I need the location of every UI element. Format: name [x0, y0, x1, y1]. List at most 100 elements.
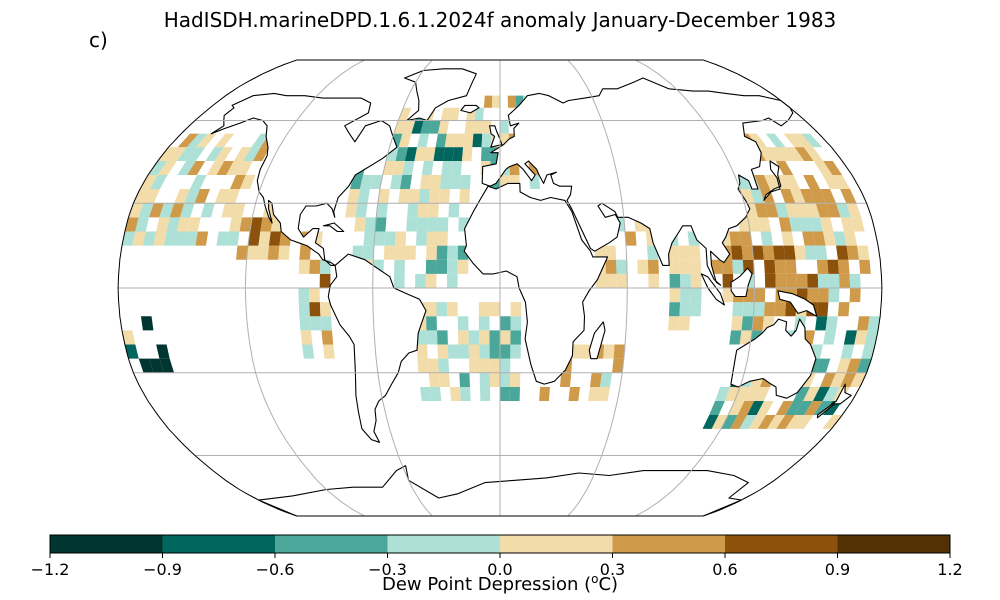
anomaly-cell: [812, 386, 831, 402]
anomaly-cell: [478, 330, 490, 345]
anomaly-cell: [139, 174, 158, 190]
anomaly-cell: [765, 133, 786, 148]
landmass-borneo: [730, 267, 753, 298]
anomaly-cell: [429, 174, 442, 190]
anomaly-cell: [415, 273, 426, 288]
anomaly-cell: [781, 231, 795, 246]
anomaly-cell: [177, 160, 196, 175]
anomaly-cell: [816, 259, 829, 274]
anomaly-cell: [739, 415, 757, 429]
anomaly-cell: [429, 386, 442, 402]
anomaly-cell: [186, 147, 206, 161]
colorbar-title-text: Dew Point Depression (: [381, 574, 592, 595]
anomaly-cell: [510, 330, 522, 345]
anomaly-cell: [156, 344, 170, 359]
anomaly-cell: [625, 231, 637, 246]
anomaly-cell: [439, 174, 452, 190]
anomaly-cell: [678, 245, 691, 260]
anomaly-cell: [189, 174, 207, 190]
anomaly-cell: [793, 386, 811, 402]
anomaly-cell: [500, 344, 511, 359]
anomaly-cell: [452, 147, 464, 161]
anomaly-cell: [742, 302, 755, 317]
anomaly-cell: [846, 358, 862, 373]
anomaly-cell: [399, 174, 413, 190]
anomaly-cell: [437, 344, 449, 359]
colorbar-swatch: [500, 535, 613, 553]
anomaly-cell: [805, 203, 820, 218]
anomaly-cell: [857, 316, 870, 331]
anomaly-cell: [322, 344, 335, 359]
anomaly-cell: [373, 231, 386, 246]
anomaly-cell: [205, 147, 224, 161]
anomaly-cell: [774, 259, 787, 274]
anomaly-cell: [441, 160, 453, 175]
anomaly-cell: [730, 415, 748, 429]
anomaly-cell: [363, 231, 375, 246]
anomaly-cell: [226, 231, 240, 246]
colorbar-title-degree: o: [591, 572, 599, 586]
anomaly-cell: [690, 288, 702, 303]
anomaly-cell: [153, 231, 167, 246]
anomaly-cell: [177, 133, 199, 148]
anomaly-cell: [737, 401, 755, 416]
anomaly-cell: [813, 401, 833, 416]
anomaly-cell: [428, 372, 440, 387]
anomaly-cell: [510, 344, 521, 359]
anomaly-cell: [246, 245, 259, 260]
anomaly-cell: [679, 259, 691, 274]
anomaly-cell: [225, 189, 240, 204]
anomaly-cell: [347, 189, 360, 204]
anomaly-cell: [616, 273, 628, 288]
anomaly-cell: [648, 273, 660, 288]
anomaly-cell: [194, 189, 210, 204]
anomaly-cell: [840, 189, 857, 204]
anomaly-cell: [709, 401, 725, 416]
anomaly-cell: [468, 344, 480, 359]
landmass-new-zealand: [816, 383, 852, 419]
anomaly-cell: [121, 330, 136, 345]
anomaly-cell: [817, 288, 829, 303]
anomaly-cell: [425, 302, 437, 317]
anomaly-cell: [444, 133, 456, 148]
anomaly-cell: [819, 217, 834, 232]
anomaly-cell: [823, 330, 837, 345]
graticule: [118, 60, 882, 516]
anomaly-cell: [383, 245, 395, 260]
anomaly-cell: [258, 231, 271, 246]
colorbar-swatch: [725, 535, 838, 553]
anomaly-cell: [435, 133, 447, 148]
landmass-australia: [730, 318, 817, 399]
anomaly-cell: [510, 302, 522, 317]
anomaly-cell: [774, 302, 787, 317]
anomaly-cell: [861, 344, 876, 359]
anomaly-cell: [754, 203, 769, 218]
anomaly-cell: [637, 259, 649, 274]
anomaly-cell: [647, 259, 659, 274]
anomaly-cell: [415, 231, 428, 246]
anomaly-cell: [612, 358, 624, 373]
anomaly-cell: [374, 217, 387, 232]
anomaly-cell: [668, 302, 681, 317]
anomaly-cell: [689, 245, 701, 260]
landmass-south-america: [327, 253, 427, 443]
anomaly-cell: [436, 330, 448, 345]
anomaly-cell: [406, 217, 418, 232]
anomaly-cell: [184, 189, 200, 204]
anomaly-cell: [459, 174, 471, 190]
anomaly-cell: [500, 386, 511, 402]
anomaly-cell: [436, 302, 448, 317]
anomaly-cell: [402, 160, 415, 175]
anomaly-cell: [729, 330, 742, 345]
anomaly-cell: [500, 330, 511, 345]
anomaly-cell: [753, 302, 765, 317]
anomaly-cell: [507, 95, 517, 108]
anomaly-cell: [724, 386, 741, 402]
anomaly-cell: [739, 231, 753, 246]
anomaly-cell: [747, 217, 761, 232]
colorbar-swatch: [387, 535, 500, 553]
anomaly-cell: [319, 302, 332, 317]
colorbar-swatch: [275, 535, 388, 553]
anomaly-cell: [817, 273, 829, 288]
